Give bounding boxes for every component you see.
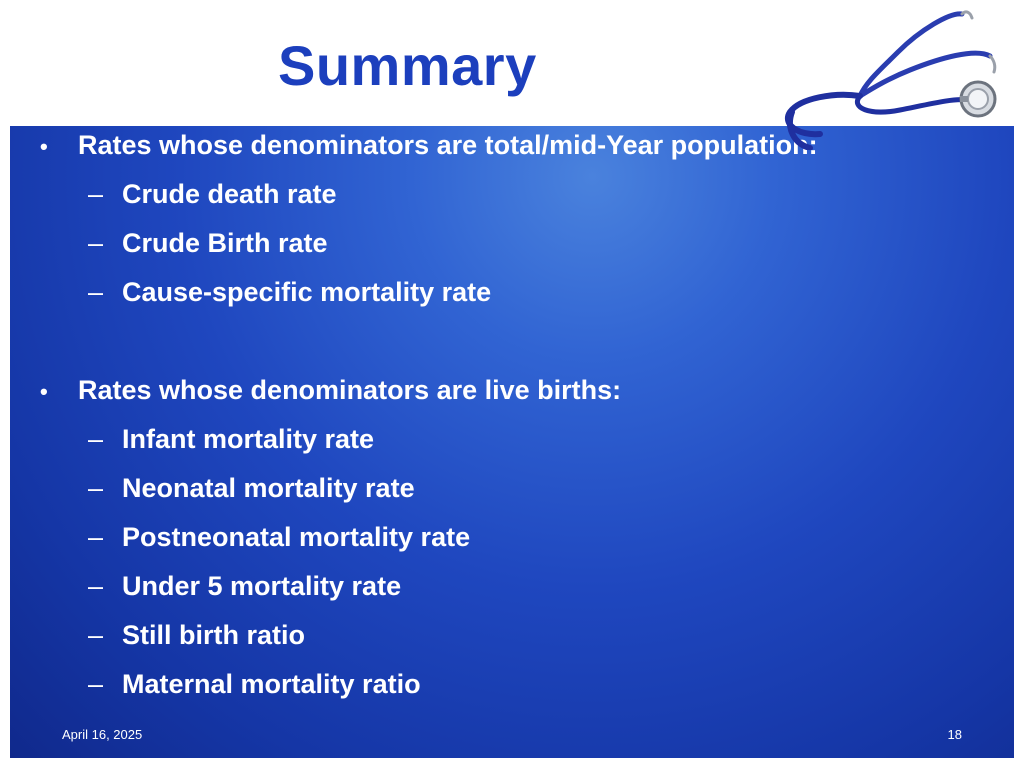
list-item-text: Cause-specific mortality rate [122,277,492,307]
section-heading-text: Rates whose denominators are total/mid-Y… [78,130,818,160]
dash-icon: – [88,473,104,503]
section-heading: • Rates whose denominators are total/mid-… [40,127,818,165]
dash-icon: – [88,179,104,209]
list-item: – Cause-specific mortality rate [88,274,491,310]
page-number: 18 [947,727,962,742]
slide-title: Summary [278,34,537,97]
bullet-icon: • [40,379,48,404]
footer-date: April 16, 2025 [62,727,143,742]
list-item-text: Maternal mortality ratio [122,669,421,699]
dash-icon: – [88,228,104,258]
list-item-text: Postneonatal mortality rate [122,522,471,552]
list-item-text: Neonatal mortality rate [122,473,415,503]
dash-icon: – [88,669,104,699]
section-heading-text: Rates whose denominators are live births… [78,375,622,405]
dash-icon: – [88,620,104,650]
list-item: – Under 5 mortality rate [88,568,401,604]
list-item: – Neonatal mortality rate [88,470,415,506]
list-item: – Crude Birth rate [88,225,328,261]
list-item: – Still birth ratio [88,617,305,653]
dash-icon: – [88,424,104,454]
list-item-text: Still birth ratio [122,620,306,650]
dash-icon: – [88,571,104,601]
bullet-icon: • [40,134,48,159]
dash-icon: – [88,522,104,552]
list-item: – Crude death rate [88,176,337,212]
list-item-text: Infant mortality rate [122,424,375,454]
section-heading: • Rates whose denominators are live birth… [40,372,621,410]
list-item: – Maternal mortality ratio [88,666,421,702]
list-item: – Postneonatal mortality rate [88,519,470,555]
list-item: – Infant mortality rate [88,421,374,457]
list-item-text: Crude death rate [122,179,337,209]
content-panel: • Rates whose denominators are total/mid-… [10,126,1014,758]
list-item-text: Crude Birth rate [122,228,328,258]
dash-icon: – [88,277,104,307]
stethoscope-icon [785,10,997,150]
list-item-text: Under 5 mortality rate [122,571,402,601]
